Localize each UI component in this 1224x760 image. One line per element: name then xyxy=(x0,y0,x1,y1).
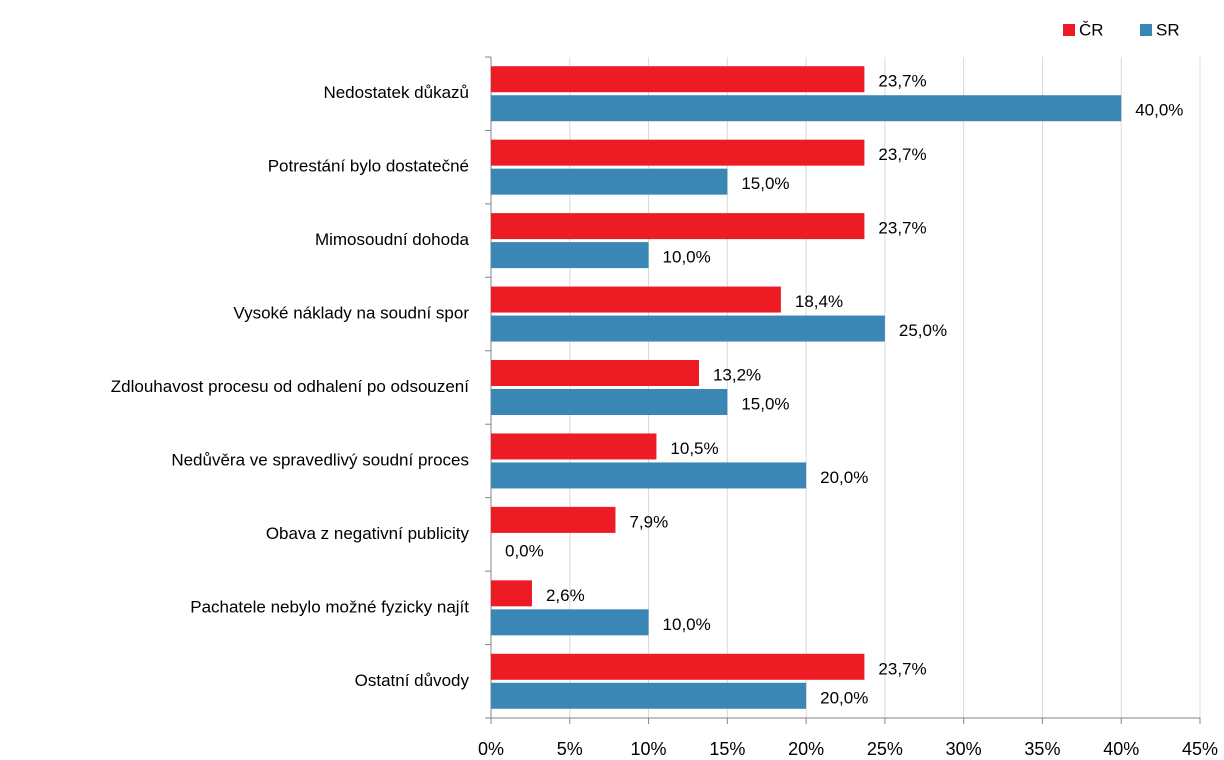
bar xyxy=(491,506,616,533)
y-tick-label: Mimosoudní dohoda xyxy=(315,230,470,249)
bar xyxy=(491,682,807,709)
y-tick-label: Potrestání bylo dostatečné xyxy=(268,157,469,176)
bar xyxy=(491,653,865,680)
x-tick-label: 15% xyxy=(709,739,745,759)
value-label: 10,0% xyxy=(663,248,711,267)
value-label: 7,9% xyxy=(629,512,668,531)
value-label: 25,0% xyxy=(899,321,947,340)
y-tick-label: Nedostatek důkazů xyxy=(323,83,469,102)
value-label: 13,2% xyxy=(713,365,761,384)
legend-label: SR xyxy=(1156,20,1180,39)
x-tick-label: 5% xyxy=(557,739,583,759)
y-tick-label: Zdlouhavost procesu od odhalení po odsou… xyxy=(111,377,469,396)
value-label: 23,7% xyxy=(878,659,926,678)
legend-swatch xyxy=(1063,24,1075,36)
y-tick-label: Nedůvěra ve spravedlivý soudní proces xyxy=(171,450,469,469)
value-label: 20,0% xyxy=(820,468,868,487)
value-label: 40,0% xyxy=(1135,101,1183,120)
y-tick-label: Pachatele nebylo možné fyzicky najít xyxy=(190,597,469,616)
bar xyxy=(491,609,649,636)
bar xyxy=(491,286,781,313)
value-label: 10,0% xyxy=(663,615,711,634)
value-label: 0,0% xyxy=(505,541,544,560)
y-tick-label: Ostatní důvody xyxy=(355,671,470,690)
y-tick-label: Obava z negativní publicity xyxy=(266,524,470,543)
legend-swatch xyxy=(1140,24,1152,36)
x-tick-label: 10% xyxy=(631,739,667,759)
bar xyxy=(491,66,865,93)
value-label: 2,6% xyxy=(546,586,585,605)
value-label: 23,7% xyxy=(878,219,926,238)
bar xyxy=(491,213,865,240)
bar xyxy=(491,360,699,386)
x-tick-label: 30% xyxy=(946,739,982,759)
x-tick-label: 45% xyxy=(1182,739,1218,759)
bar xyxy=(491,95,1122,122)
x-tick-label: 0% xyxy=(478,739,504,759)
bar xyxy=(491,580,532,607)
x-tick-label: 25% xyxy=(867,739,903,759)
bar xyxy=(491,139,865,166)
value-label: 18,4% xyxy=(795,292,843,311)
value-label: 23,7% xyxy=(878,145,926,164)
x-tick-label: 40% xyxy=(1103,739,1139,759)
value-label: 15,0% xyxy=(741,394,789,413)
bar xyxy=(491,433,657,460)
value-label: 10,5% xyxy=(670,439,718,458)
bar xyxy=(491,462,807,489)
x-tick-label: 35% xyxy=(1024,739,1060,759)
bar xyxy=(491,315,885,342)
legend-label: ČR xyxy=(1079,20,1104,39)
value-label: 23,7% xyxy=(878,72,926,91)
y-tick-label: Vysoké náklady na soudní spor xyxy=(233,304,469,323)
x-tick-label: 20% xyxy=(788,739,824,759)
value-label: 15,0% xyxy=(741,174,789,193)
value-label: 20,0% xyxy=(820,688,868,707)
bar xyxy=(491,242,649,269)
bar xyxy=(491,168,728,195)
bar xyxy=(491,389,728,415)
